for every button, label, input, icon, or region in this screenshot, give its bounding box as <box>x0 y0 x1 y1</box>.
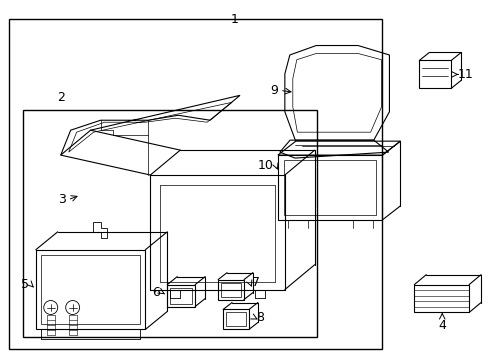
Text: 8: 8 <box>255 311 264 324</box>
Bar <box>221 283 241 297</box>
Text: 6: 6 <box>152 286 160 299</box>
Text: 11: 11 <box>456 68 472 81</box>
Bar <box>225 312 245 327</box>
Text: 4: 4 <box>437 319 445 332</box>
Bar <box>413 285 468 312</box>
Bar <box>223 310 248 329</box>
Text: 7: 7 <box>251 276 260 289</box>
Bar <box>218 280 244 300</box>
Text: 3: 3 <box>58 193 65 206</box>
Text: 2: 2 <box>57 91 64 104</box>
Bar <box>41 255 140 324</box>
Text: 5: 5 <box>21 278 29 291</box>
Bar <box>419 60 450 88</box>
Bar <box>170 288 192 303</box>
Bar <box>23 110 316 337</box>
Text: 9: 9 <box>269 84 277 97</box>
Text: 1: 1 <box>231 13 239 26</box>
Bar <box>9 19 382 349</box>
Text: 10: 10 <box>258 158 273 172</box>
Bar <box>283 160 376 215</box>
Bar <box>36 250 145 329</box>
Bar <box>167 285 195 306</box>
Bar <box>277 155 382 220</box>
